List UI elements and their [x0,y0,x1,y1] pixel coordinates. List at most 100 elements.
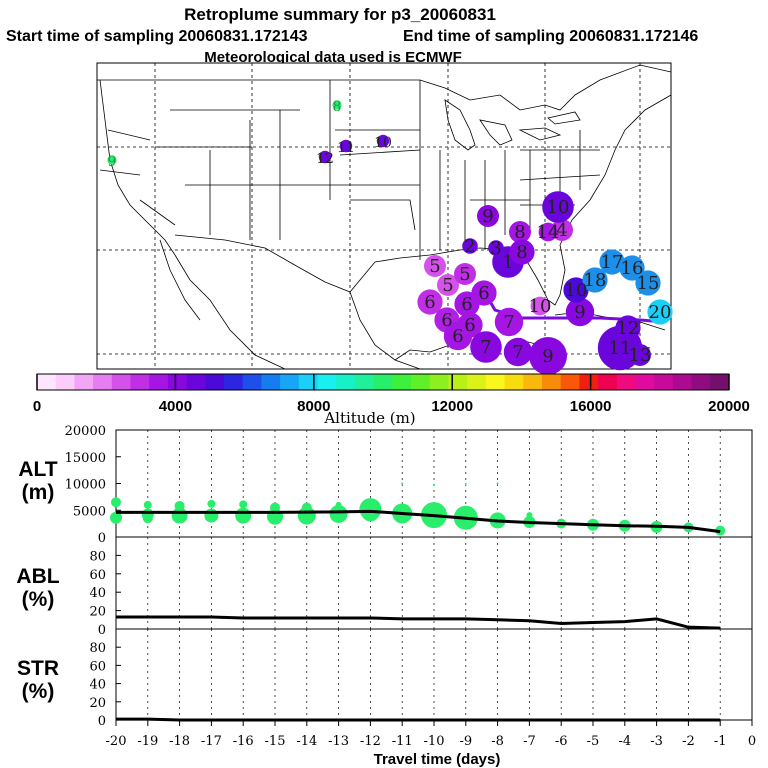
map-point-label: 10 [374,135,392,151]
colorbar-swatch [317,374,337,390]
map-point [318,150,332,164]
y-tick-label: 0 [98,531,106,546]
map-point [647,299,673,325]
panel-label: ABL [16,565,59,588]
colorbar-swatch [485,374,506,390]
map-point-label: 6 [441,310,452,331]
colorbar-swatch [504,374,524,390]
map-point-label: 8 [514,222,525,243]
map-point [107,155,117,165]
y-tick-label: 10000 [65,478,106,493]
colorbar-swatch [167,374,188,390]
colorbar-tick-label: 20000 [708,398,750,415]
y-tick-label: 80 [89,549,106,564]
colorbar-swatch [55,374,75,390]
map-point-label: 13 [629,345,652,366]
map-point-label: 6 [464,315,475,336]
x-tick-label: -20 [106,734,127,749]
map-point-label: 9 [574,302,585,323]
map-point [417,289,443,315]
panel-alt: 0 5000 10000 15000 20000 ALT(m) [18,424,753,546]
alt-marker [111,497,121,508]
map-point [619,255,645,281]
alt-marker [433,483,435,486]
map-point-label: 7 [503,312,514,333]
x-tick-label: -7 [523,734,536,749]
map-point-label: 17 [601,252,624,273]
panel-label: (%) [22,588,55,611]
map-point [635,270,661,296]
map-point [443,321,473,351]
x-tick-label: -3 [650,734,663,749]
map-point-label: 12 [316,151,334,167]
x-tick-label: -2 [682,734,695,749]
y-tick-label: 60 [89,659,106,674]
y-tick-label: 60 [89,568,106,583]
map-point-label: 5 [459,264,470,285]
y-tick-label: 40 [89,678,106,693]
map-point-label: 6 [424,292,435,313]
colorbar-swatch [523,374,543,390]
map-point-label: 1 [502,252,513,273]
colorbar-swatch [691,374,711,390]
colorbar-swatch [205,374,225,390]
map-point [538,222,558,242]
map-point-label: 5 [442,275,453,296]
map-point [509,221,531,243]
x-tick-label: -4 [618,734,631,749]
end-time-label: End time of sampling 20060831.172146 [403,28,698,45]
map-point-label: 4 [556,220,567,241]
x-tick-label: -12 [360,734,381,749]
map-point [509,239,535,265]
colorbar-swatch [598,374,618,390]
colorbar-swatch [467,374,487,390]
colorbar-swatch [373,374,393,390]
x-tick-label: -11 [392,734,413,749]
colorbar-swatch [616,374,636,390]
x-tick-label: -9 [459,734,472,749]
colorbar-tick-label: 16000 [570,398,612,415]
map-point-label: 6 [452,326,463,347]
map-point [462,238,478,254]
colorbar-swatch [672,374,693,390]
colorbar-swatch [149,374,169,390]
x-tick-label: -13 [328,734,349,749]
y-tick-label: 5000 [73,504,106,519]
colorbar-tick-label: 4000 [159,398,192,415]
x-tick-label: -17 [201,734,222,749]
x-tick-label: -10 [424,734,445,749]
x-axis-label: Travel time (days) [374,751,501,768]
map-point-label: 6 [478,283,489,304]
x-tick-label: -18 [169,734,190,749]
alt-marker [329,504,348,523]
y-tick-label: 80 [89,641,106,656]
map-point-label: 15 [637,273,660,294]
map-point [599,249,625,275]
x-tick-label: -19 [137,734,158,749]
colorbar-swatch [560,374,580,390]
x-tick-label: -6 [555,734,568,749]
map-point [470,331,502,363]
alt-marker [235,507,252,524]
colorbar-swatch [448,374,468,390]
colorbar-swatch [429,374,449,390]
figure-title: Retroplume summary for p3_20060831 [184,5,496,24]
time-series-panels: 05000100001500020000ALT(m)020406080ABL(%… [16,424,753,729]
map-point [542,191,574,223]
y-tick-label: 20000 [65,424,106,439]
colorbar-swatch [37,374,57,390]
map-point-label: 6 [461,294,472,315]
map-point-label: 10 [565,280,588,301]
colorbar-tick-label: 8000 [297,398,330,415]
map-point-label: 5 [429,256,440,277]
map-point-label: 3 [490,238,501,259]
colorbar-swatch [541,374,562,390]
map-point [529,337,567,375]
map-point [332,100,342,110]
y-tick-label: 0 [98,623,106,638]
map-point [615,315,641,341]
x-tick-label: -16 [233,734,254,749]
map-point-label: 18 [584,270,607,291]
map-point [437,274,459,296]
